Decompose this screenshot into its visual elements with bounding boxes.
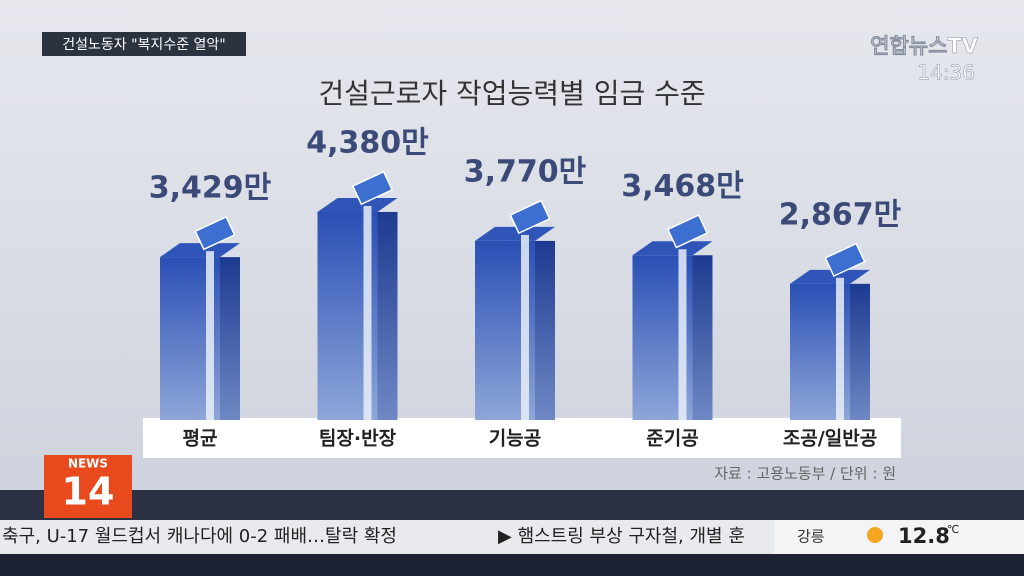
tag: 건설노동자 "복지수준 열악": [62, 37, 225, 53]
ticker-right: ▶ 햄스트링 부상 구자철, 개별 훈: [498, 526, 745, 547]
ticker-left: 축구, U-17 월드컵서 캐나다에 0-2 패배…탈락 확정: [2, 526, 397, 547]
bottom-bar: [0, 554, 1024, 576]
bar-top: [790, 269, 870, 284]
bar-top: [317, 197, 398, 212]
x-tick-label: 준기공: [646, 428, 698, 450]
band-stripe: [521, 234, 529, 420]
x-tick-label: 기능공: [489, 428, 541, 450]
logo-bg: [44, 455, 132, 518]
x-tick-label: 조공/일반공: [783, 428, 877, 450]
weather-unit: ℃: [947, 523, 959, 536]
logo-num: 14: [62, 470, 115, 514]
source: 자료 : 고용노동부 / 단위 : 원: [714, 465, 896, 483]
weather-icon: [867, 527, 883, 543]
band: [0, 490, 1024, 520]
value-label: 3,468만: [621, 169, 744, 204]
x-tick-label: 팀장·반장: [319, 428, 397, 450]
money-icon: [824, 242, 866, 278]
value-label: 4,380만: [306, 125, 429, 160]
bar-side: [377, 211, 398, 420]
band-stripe: [836, 277, 844, 420]
band-stripe: [363, 205, 372, 420]
money-icon: [351, 170, 394, 206]
bar-side: [535, 240, 555, 420]
weather-bg: [774, 520, 1024, 554]
money-icon: [509, 199, 551, 235]
tag-bg: [42, 32, 246, 56]
value-label: 3,429만: [149, 171, 272, 206]
weather-city: 강릉: [797, 528, 825, 546]
band-stripe: [206, 251, 214, 420]
weather-temp: 12.8: [898, 524, 950, 548]
money-icon: [666, 214, 709, 249]
bar-top: [160, 243, 240, 258]
value-label: 2,867만: [779, 197, 902, 232]
money-icon: [194, 215, 236, 251]
time: 14:36: [917, 61, 975, 85]
bar-top: [475, 226, 555, 241]
ticker-right-clip: ▶ 햄스트링 부상 구자철, 개별 훈: [498, 526, 745, 547]
bar-top: [632, 241, 713, 256]
bar-side: [850, 283, 870, 420]
value-label: 3,770만: [464, 154, 587, 189]
bar-side: [692, 255, 713, 420]
logo-top: NEWS: [68, 457, 108, 471]
bar-side: [220, 257, 240, 420]
channel: 연합뉴스TV: [870, 34, 979, 58]
label-row: [143, 418, 901, 458]
chart-title: 건설근로자 작업능력별 임금 수준: [318, 77, 705, 110]
x-tick-label: 평균: [183, 428, 218, 450]
band-stripe: [678, 249, 687, 420]
